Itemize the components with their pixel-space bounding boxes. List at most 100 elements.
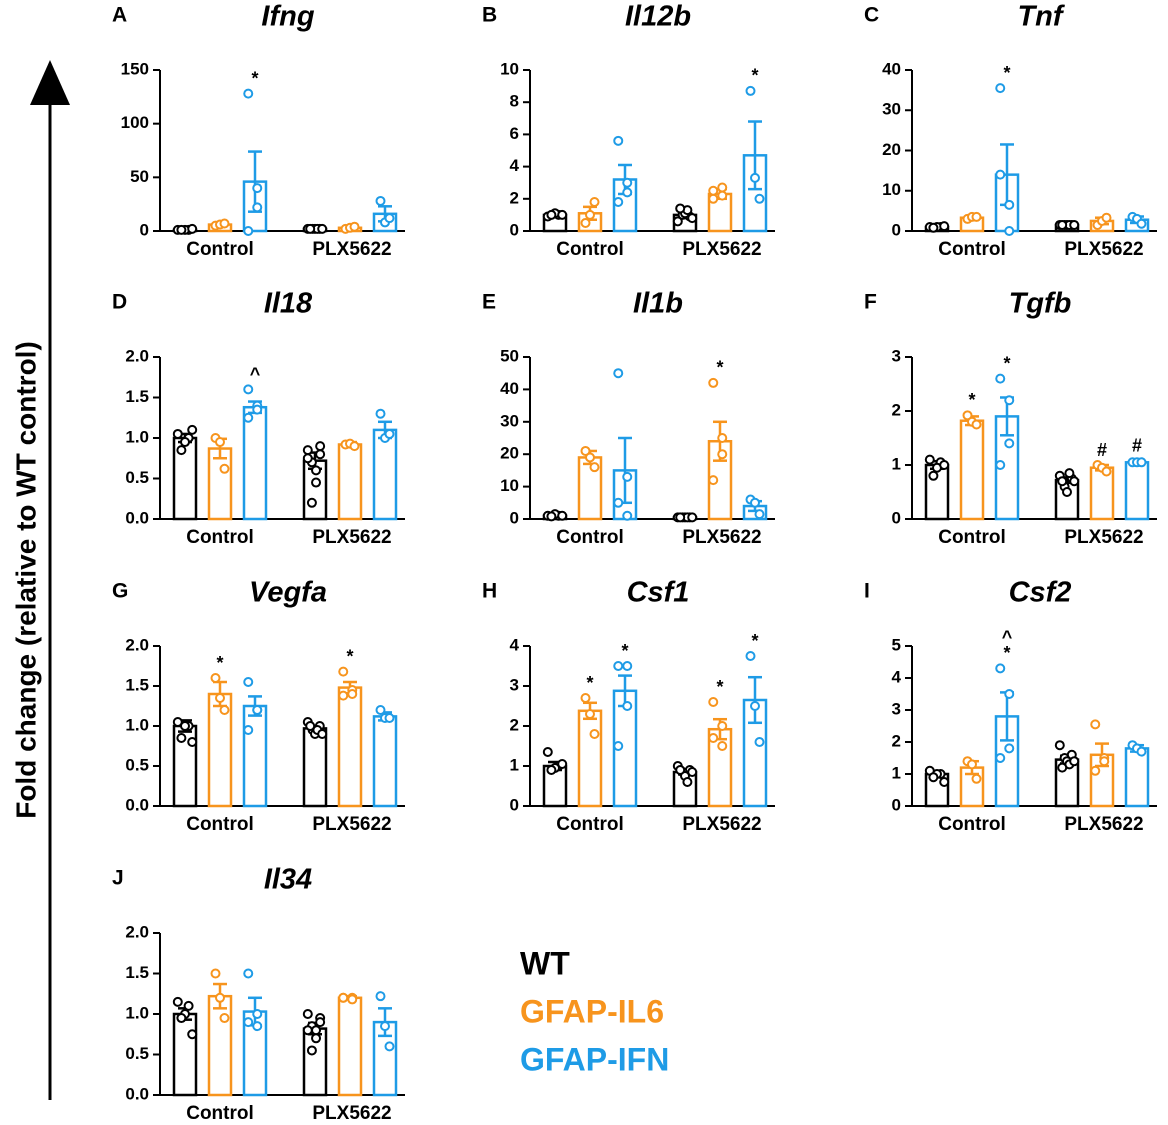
y-tick-label: 3	[892, 346, 901, 365]
panel-title: Tgfb	[1009, 288, 1072, 320]
data-point	[384, 1041, 395, 1052]
y-tick-label: 0	[140, 220, 149, 239]
data-point	[971, 773, 982, 784]
data-point	[349, 441, 360, 452]
annotation: *	[716, 677, 723, 697]
y-tick-label: 0	[892, 508, 901, 527]
x-tick-label: PLX5622	[682, 527, 761, 548]
data-point	[622, 661, 633, 671]
data-point	[928, 470, 939, 481]
annotation: *	[1003, 643, 1010, 663]
panel-letter: D	[112, 291, 127, 314]
data-point	[995, 663, 1006, 674]
data-point	[622, 177, 633, 188]
data-point	[180, 437, 190, 448]
x-tick-label: Control	[938, 814, 1006, 835]
x-tick-label: PLX5622	[312, 239, 391, 260]
x-tick-label: Control	[186, 1103, 254, 1124]
y-tick-label: 1.0	[125, 1003, 149, 1022]
y-tick-label: 50	[500, 346, 519, 365]
data-point	[219, 1013, 230, 1024]
data-point	[384, 713, 395, 723]
data-point	[962, 410, 973, 421]
data-point	[717, 741, 728, 751]
data-point	[939, 777, 950, 787]
data-point	[622, 510, 633, 521]
y-tick-label: 2	[892, 731, 901, 750]
panel-letter: F	[864, 291, 877, 314]
y-tick-label: 6	[510, 124, 519, 143]
data-point	[252, 1009, 263, 1019]
data-point	[1004, 199, 1015, 210]
y-tick-label: 0.0	[125, 508, 149, 527]
data-point	[1054, 740, 1065, 751]
data-point	[928, 772, 939, 783]
annotation: #	[1097, 440, 1107, 460]
x-tick-label: Control	[186, 814, 254, 835]
legend-entry: GFAP-IFN	[520, 1041, 669, 1077]
data-point	[995, 460, 1006, 470]
data-point	[1101, 466, 1112, 477]
data-point	[924, 454, 935, 465]
y-tick-label: 2	[510, 188, 519, 207]
bar	[242, 405, 268, 521]
y-tick-label: 10	[500, 59, 519, 78]
data-point	[585, 452, 595, 463]
data-point	[675, 203, 686, 214]
y-tick-label: 0	[892, 220, 901, 239]
data-point	[995, 753, 1006, 763]
x-tick-label: PLX5622	[1064, 527, 1143, 548]
data-point	[252, 705, 263, 715]
panel-letter: C	[864, 4, 879, 27]
panel-title: Csf1	[627, 577, 690, 609]
data-point	[585, 209, 595, 220]
data-point	[750, 172, 760, 183]
annotation: *	[716, 358, 723, 378]
data-point	[622, 471, 633, 482]
x-tick-label: Control	[556, 527, 624, 548]
data-point	[315, 441, 326, 452]
data-point	[687, 512, 698, 523]
panel-title: Il12b	[625, 1, 691, 33]
annotation: *	[251, 68, 258, 88]
panel-letter: B	[482, 4, 497, 27]
data-point	[1069, 219, 1080, 230]
y-tick-label: 0.5	[125, 468, 149, 487]
data-point	[708, 193, 719, 204]
y-tick-label: 5	[892, 635, 901, 654]
y-tick-label: 2.0	[125, 635, 149, 654]
bar	[337, 686, 363, 808]
data-point	[589, 197, 600, 208]
data-point	[384, 213, 395, 224]
y-tick-label: 150	[121, 59, 149, 78]
data-point	[995, 83, 1006, 94]
annotation: *	[346, 646, 353, 666]
data-point	[215, 992, 225, 1003]
data-point	[613, 135, 624, 146]
panel-title: Csf2	[1009, 577, 1072, 609]
data-point	[252, 202, 263, 213]
y-tick-label: 2.0	[125, 922, 149, 941]
data-point	[687, 767, 698, 777]
data-point	[180, 721, 190, 731]
data-point	[215, 693, 225, 703]
data-point	[252, 1021, 263, 1032]
x-tick-label: Control	[938, 239, 1006, 260]
panel-letter: H	[482, 580, 497, 603]
data-point	[172, 717, 183, 727]
panel-letter: A	[112, 4, 127, 27]
y-tick-label: 1.0	[125, 715, 149, 734]
data-point	[687, 213, 698, 224]
bar	[372, 428, 398, 521]
data-point	[613, 661, 624, 671]
annotation: *	[968, 390, 975, 410]
data-point	[745, 85, 756, 96]
x-tick-label: Control	[556, 814, 624, 835]
data-point	[717, 182, 728, 193]
y-tick-label: 100	[121, 113, 149, 132]
data-point	[183, 1000, 194, 1011]
data-point	[971, 419, 982, 430]
y-tick-label: 0.5	[125, 755, 149, 774]
data-point	[311, 477, 322, 488]
data-point	[375, 195, 386, 206]
